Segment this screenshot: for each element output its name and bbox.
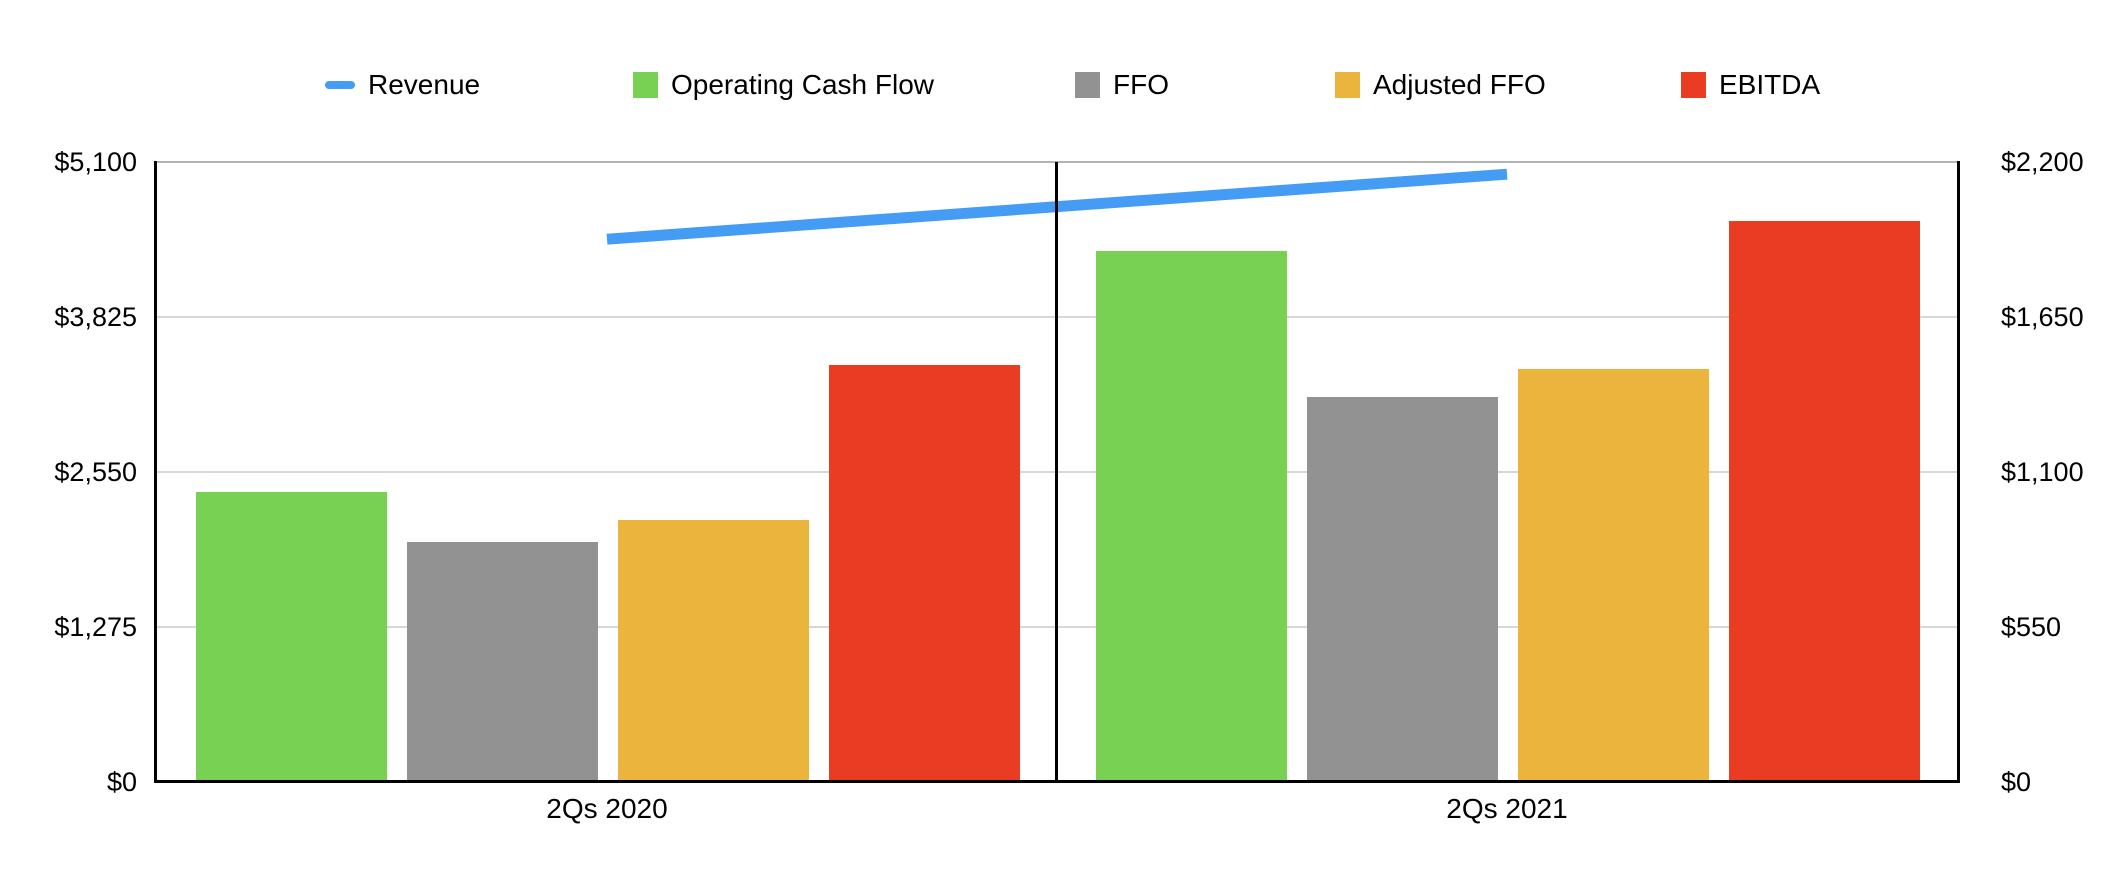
- plot-area: [157, 162, 1957, 782]
- legend-label-ebitda: EBITDA: [1719, 69, 1821, 100]
- bar-ffo-2qs-2021: [1307, 397, 1498, 782]
- y-tick-label-right-3: $550: [2001, 612, 2062, 642]
- legend-item-operating-cash-flow: Operating Cash Flow: [633, 66, 934, 104]
- bar-ebitda-2qs-2020: [829, 365, 1020, 782]
- bar-operating-cash-flow-2qs-2021: [1096, 251, 1287, 782]
- x-axis-line: [154, 780, 1960, 783]
- legend-square-swatch-ffo: [1075, 72, 1100, 98]
- category-divider-line: [1055, 162, 1058, 780]
- bar-adjusted-ffo-2qs-2021: [1518, 369, 1709, 782]
- y-tick-label-right-0: $2,200: [2001, 147, 2084, 177]
- legend-square-swatch-adjusted-ffo: [1335, 72, 1360, 98]
- bar-ebitda-2qs-2021: [1729, 221, 1920, 782]
- y-tick-label-left-4: $0: [106, 767, 137, 797]
- y-axis-line-right: [1957, 161, 1960, 783]
- y-tick-label-left-1: $3,825: [54, 302, 137, 332]
- legend-square-swatch-ebitda: [1681, 72, 1706, 98]
- y-tick-label-right-2: $1,100: [2001, 457, 2084, 487]
- bar-operating-cash-flow-2qs-2020: [196, 492, 387, 782]
- y-tick-label-right-4: $0: [2001, 767, 2032, 797]
- legend-line-swatch-revenue: [325, 81, 355, 89]
- bar-ffo-2qs-2020: [407, 542, 598, 782]
- legend-item-adjusted-ffo: Adjusted FFO: [1335, 66, 1546, 104]
- legend-item-revenue: Revenue: [325, 66, 480, 104]
- y-axis-line-left: [154, 161, 157, 783]
- y-tick-label-left-0: $5,100: [54, 147, 137, 177]
- legend-item-ebitda: EBITDA: [1681, 66, 1820, 104]
- legend-square-swatch-operating-cash-flow: [633, 72, 658, 98]
- bar-adjusted-ffo-2qs-2020: [618, 520, 809, 782]
- y-tick-label-right-1: $1,650: [2001, 302, 2084, 332]
- legend-label-adjusted-ffo: Adjusted FFO: [1373, 69, 1546, 100]
- y-tick-label-left-2: $2,550: [54, 457, 137, 487]
- legend-item-ffo: FFO: [1075, 66, 1169, 104]
- y-axis-right: $2,200 $1,650 $1,100 $550 $0: [2001, 0, 2118, 870]
- y-tick-label-left-3: $1,275: [54, 612, 137, 642]
- x-category-label-2qs-2020: 2Qs 2020: [546, 793, 668, 824]
- legend-label-revenue: Revenue: [368, 69, 481, 100]
- x-category-label-2qs-2021: 2Qs 2021: [1446, 793, 1568, 824]
- legend-label-ffo: FFO: [1113, 69, 1169, 100]
- y-axis-left: $5,100 $3,825 $2,550 $1,275 $0: [0, 0, 137, 870]
- legend-label-operating-cash-flow: Operating Cash Flow: [671, 69, 935, 100]
